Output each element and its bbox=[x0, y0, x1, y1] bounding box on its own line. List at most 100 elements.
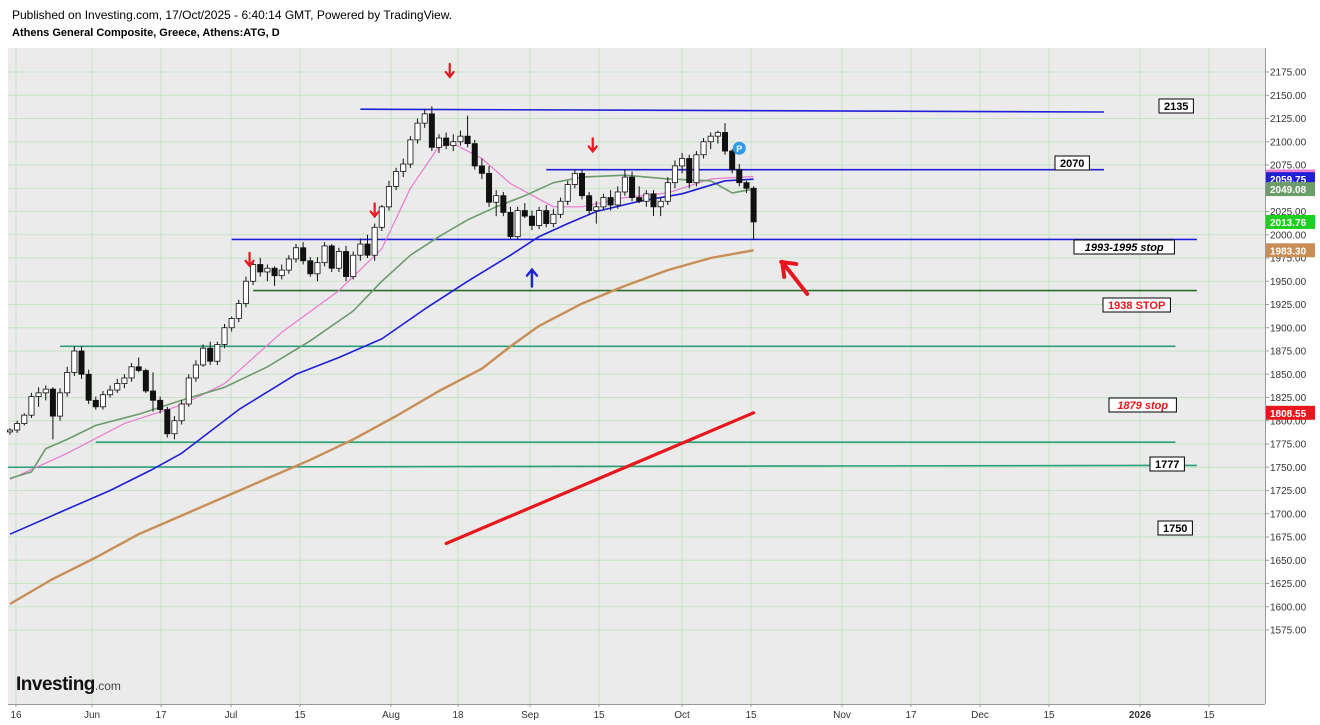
candle bbox=[178, 400, 185, 425]
y-tick-label: 1725.00 bbox=[1270, 486, 1307, 497]
publish-info: Published on Investing.com, 17/Oct/2025 … bbox=[12, 8, 453, 22]
y-tick-label: 1850.00 bbox=[1270, 370, 1307, 381]
candle bbox=[300, 242, 307, 265]
x-axis: 16 Jun 17 Jul 15 Aug 18 Sep 15 Oct 15 Nov 17 Dec 15 202… bbox=[8, 704, 1265, 721]
candle bbox=[85, 369, 92, 405]
candle-body bbox=[614, 191, 621, 206]
candle bbox=[743, 180, 750, 193]
markers: P bbox=[244, 62, 810, 296]
x-tick-label: 15 bbox=[593, 710, 605, 721]
candle-body bbox=[335, 251, 342, 269]
candle bbox=[750, 186, 757, 240]
candle-body bbox=[378, 206, 385, 228]
candle-body bbox=[92, 399, 99, 408]
candle-body bbox=[700, 141, 707, 156]
candle-body bbox=[679, 158, 686, 167]
candle bbox=[643, 190, 650, 207]
last-value-box bbox=[1266, 405, 1315, 420]
level-label-1750: 1750 bbox=[1157, 520, 1193, 536]
candle-body bbox=[121, 377, 128, 384]
candle bbox=[500, 191, 507, 217]
candle-body bbox=[21, 414, 28, 424]
candle-body bbox=[185, 377, 192, 405]
candle bbox=[528, 210, 535, 231]
candle bbox=[593, 201, 600, 224]
candle-body bbox=[164, 409, 171, 435]
x-tick-label: 17 bbox=[905, 710, 917, 721]
candle bbox=[157, 396, 164, 414]
level-label-box bbox=[1158, 98, 1194, 114]
candle bbox=[335, 247, 342, 272]
candle-body bbox=[500, 195, 507, 213]
candle bbox=[486, 165, 493, 207]
level-line-2135 bbox=[360, 108, 1104, 113]
x-tick-label: Jun bbox=[84, 710, 100, 721]
candle bbox=[621, 169, 628, 196]
candle bbox=[457, 130, 464, 146]
candle-body bbox=[142, 370, 149, 392]
candle-body bbox=[507, 212, 514, 238]
candle bbox=[614, 186, 621, 209]
candle-body bbox=[371, 226, 378, 256]
candle-body bbox=[722, 132, 729, 152]
level-label-box bbox=[1102, 297, 1171, 313]
candle-body bbox=[593, 206, 600, 211]
level-label-text: 2070 bbox=[1060, 158, 1084, 170]
candle-body bbox=[707, 135, 714, 143]
level-label-box bbox=[1149, 456, 1185, 472]
candle bbox=[207, 341, 214, 365]
candle-body bbox=[71, 350, 78, 373]
candle bbox=[149, 372, 156, 412]
candle bbox=[343, 245, 350, 282]
candle bbox=[400, 158, 407, 178]
candle-body bbox=[207, 347, 214, 362]
candle-body bbox=[579, 172, 586, 197]
candle-body bbox=[385, 185, 392, 208]
y-tick-label: 1750.00 bbox=[1270, 463, 1307, 474]
x-tick-label: Jul bbox=[225, 710, 238, 721]
candle bbox=[736, 164, 743, 187]
x-tick-label: Dec bbox=[971, 710, 989, 721]
last-value-text: 1808.55 bbox=[1270, 409, 1307, 420]
candle-body bbox=[393, 171, 400, 187]
candle-body bbox=[536, 210, 543, 226]
y-tick-label: 2025.00 bbox=[1270, 207, 1307, 218]
candle-body bbox=[514, 210, 521, 238]
candle bbox=[257, 258, 264, 277]
y-tick-label: 1875.00 bbox=[1270, 347, 1307, 358]
candle bbox=[7, 428, 13, 435]
candle-body bbox=[400, 163, 407, 172]
y-tick-label: 2150.00 bbox=[1270, 91, 1307, 102]
last-value-text: 2059.75 bbox=[1270, 175, 1307, 186]
candle-body bbox=[14, 423, 21, 431]
red-down-arrow-icon bbox=[369, 202, 380, 219]
candle bbox=[314, 257, 321, 282]
candle bbox=[679, 152, 686, 174]
candle-body bbox=[364, 243, 371, 256]
candle-body bbox=[571, 172, 578, 185]
candle bbox=[42, 385, 49, 401]
candle-body bbox=[357, 243, 364, 256]
candle bbox=[328, 244, 335, 272]
candle bbox=[478, 158, 485, 179]
candle bbox=[49, 387, 56, 440]
candle bbox=[228, 316, 235, 332]
candle-body bbox=[443, 137, 450, 146]
candle bbox=[371, 223, 378, 261]
candle bbox=[92, 396, 99, 410]
candle bbox=[636, 186, 643, 204]
candle bbox=[142, 368, 149, 393]
candle bbox=[185, 374, 192, 407]
candle bbox=[278, 264, 285, 280]
candle-body bbox=[257, 264, 264, 273]
candle-body bbox=[736, 169, 743, 184]
candle-body bbox=[178, 403, 185, 422]
candle bbox=[650, 190, 657, 217]
candle-body bbox=[228, 318, 235, 329]
level-label-text: 1938 STOP bbox=[1108, 300, 1165, 312]
candle bbox=[729, 149, 736, 174]
candle bbox=[629, 171, 636, 202]
candle-body bbox=[421, 113, 428, 124]
y-tick-label: 1775.00 bbox=[1270, 440, 1307, 451]
